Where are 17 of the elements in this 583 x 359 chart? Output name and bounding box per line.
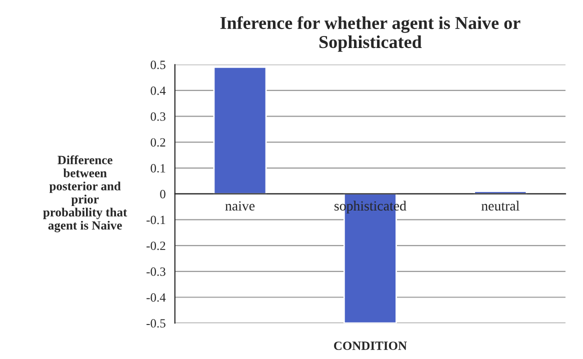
x-tick-label: neutral: [481, 200, 520, 211]
y-tick-label: -0.1: [146, 216, 166, 224]
y-tick-label: 0.2: [150, 138, 166, 147]
chart-title: Inference for whether agent is Naive or Sophisticated: [220, 16, 520, 52]
y-axis-title: Difference between posterior and prior probability that agent is Naive: [43, 155, 128, 232]
y-tick-label: -0.4: [146, 293, 166, 302]
bar: [213, 66, 267, 195]
y-tick-label: 0: [160, 190, 166, 198]
y-tick-label: -0.3: [146, 267, 166, 276]
y-tick-label: -0.2: [146, 242, 166, 250]
x-tick-label: naive: [225, 201, 255, 211]
y-tick-label: 0.4: [150, 86, 166, 95]
y-tick-label: 0.3: [150, 112, 166, 121]
x-axis-title: CONDITION: [334, 342, 407, 350]
y-tick-label: 0.5: [150, 60, 166, 70]
y-tick-label: 0.1: [150, 164, 166, 173]
y-tick-label: -0.5: [146, 319, 166, 328]
